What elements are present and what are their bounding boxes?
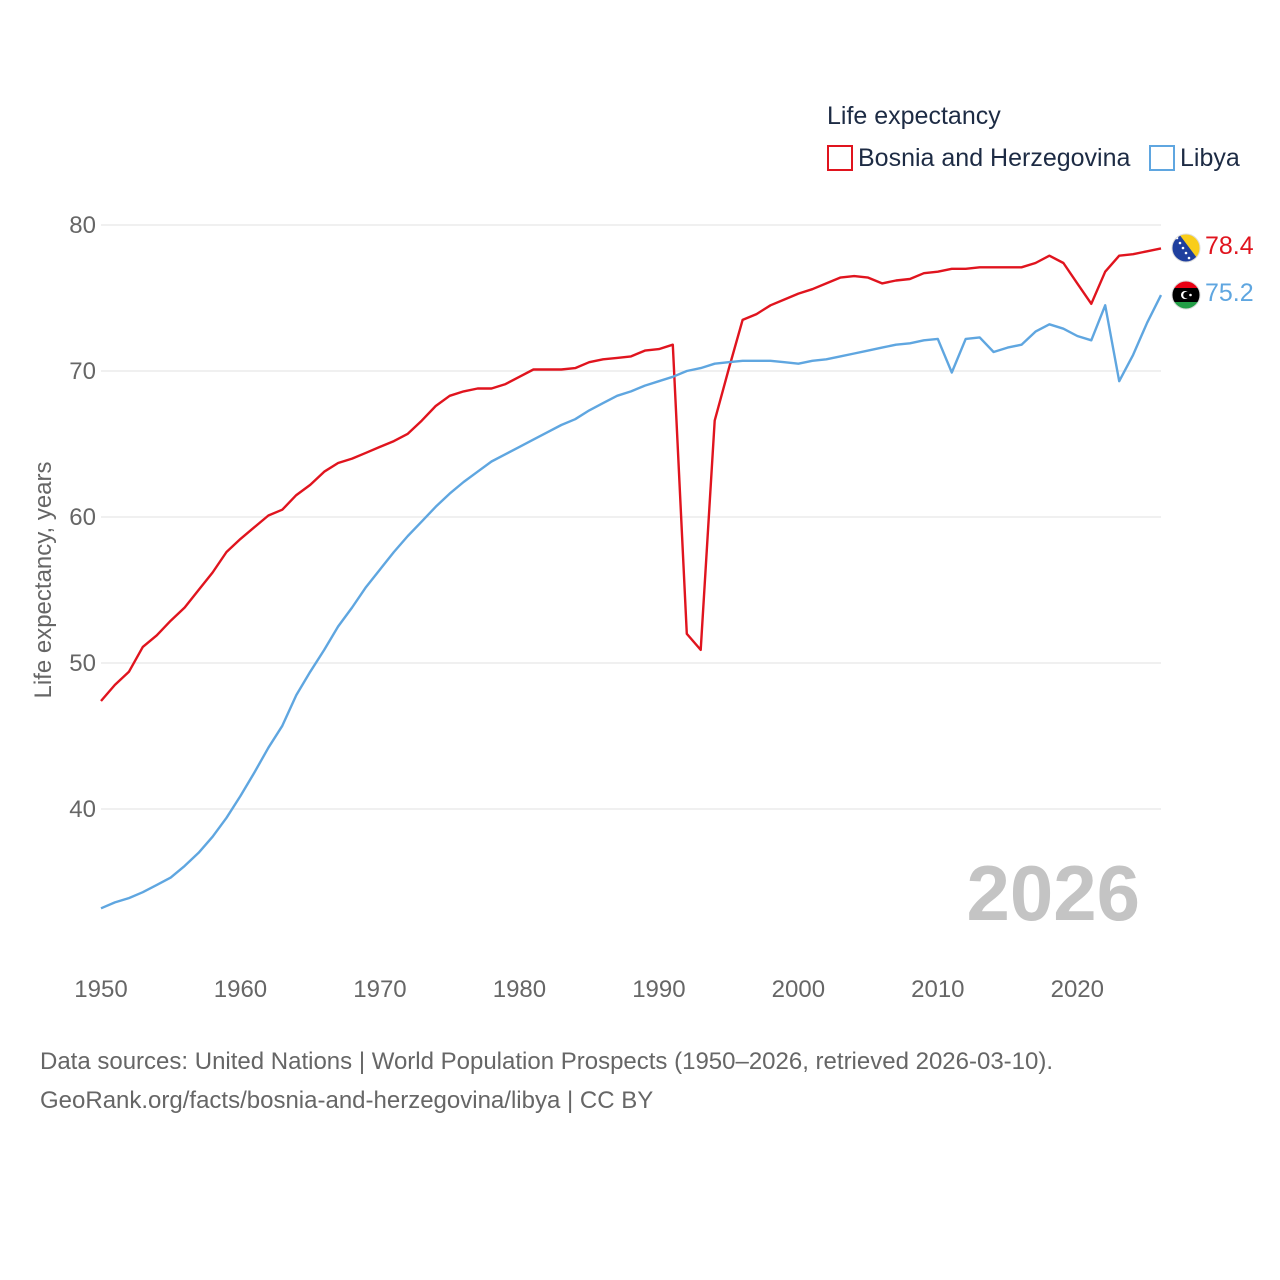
x-axis-ticks: 1950 1960 1970 1980 1990 2000 2010 2020 [74, 976, 1104, 1003]
x-tick-label: 2010 [911, 976, 964, 1003]
legend-swatch-bosnia [827, 145, 853, 171]
x-tick-label: 1990 [632, 976, 685, 1003]
x-tick-label: 2020 [1051, 976, 1104, 1003]
y-tick-label: 60 [69, 504, 96, 531]
source-line-1: Data sources: United Nations | World Pop… [40, 1048, 1054, 1075]
legend-title: Life expectancy [827, 102, 1001, 130]
y-tick-label: 40 [69, 796, 96, 823]
legend-swatch-libya [1149, 145, 1175, 171]
series-line-libya[interactable] [100, 294, 1163, 910]
legend-item-libya[interactable]: Libya [1149, 144, 1240, 172]
x-tick-label: 1970 [353, 976, 406, 1003]
legend-label-libya: Libya [1180, 144, 1240, 172]
y-axis-label: Life expectancy, years [30, 461, 57, 698]
y-tick-label: 70 [69, 358, 96, 385]
life-expectancy-chart: 40 50 60 70 80 1950 1960 1970 1980 1990 2000 2010 2… [30, 102, 1254, 1003]
x-tick-label: 2000 [772, 976, 825, 1003]
source-note: Data sources: United Nations | World Pop… [40, 1042, 1053, 1120]
series-line-bosnia-and-herzegovina[interactable] [100, 247, 1162, 702]
series-lines [100, 247, 1163, 910]
x-tick-label: 1960 [214, 976, 267, 1003]
source-line-2[interactable]: GeoRank.org/facts/bosnia-and-herzegovina… [40, 1087, 654, 1114]
y-tick-label: 50 [69, 650, 96, 677]
legend: Life expectancy Bosnia and Herzegovina L… [827, 102, 1240, 172]
y-tick-label: 80 [69, 212, 96, 239]
x-tick-label: 1950 [74, 976, 127, 1003]
bosnia-flag-icon [1171, 233, 1201, 263]
end-label-libya: 75.2 [1205, 279, 1254, 307]
gridlines [101, 224, 1161, 810]
legend-item-bosnia-and-herzegovina[interactable]: Bosnia and Herzegovina [827, 144, 1130, 172]
end-label-bosnia: 78.4 [1205, 232, 1254, 260]
year-watermark: 2026 [966, 849, 1140, 937]
y-axis-ticks: 40 50 60 70 80 [69, 212, 96, 823]
x-tick-label: 1980 [493, 976, 546, 1003]
libya-flag-icon [1171, 280, 1201, 310]
legend-label-bosnia: Bosnia and Herzegovina [858, 144, 1130, 172]
